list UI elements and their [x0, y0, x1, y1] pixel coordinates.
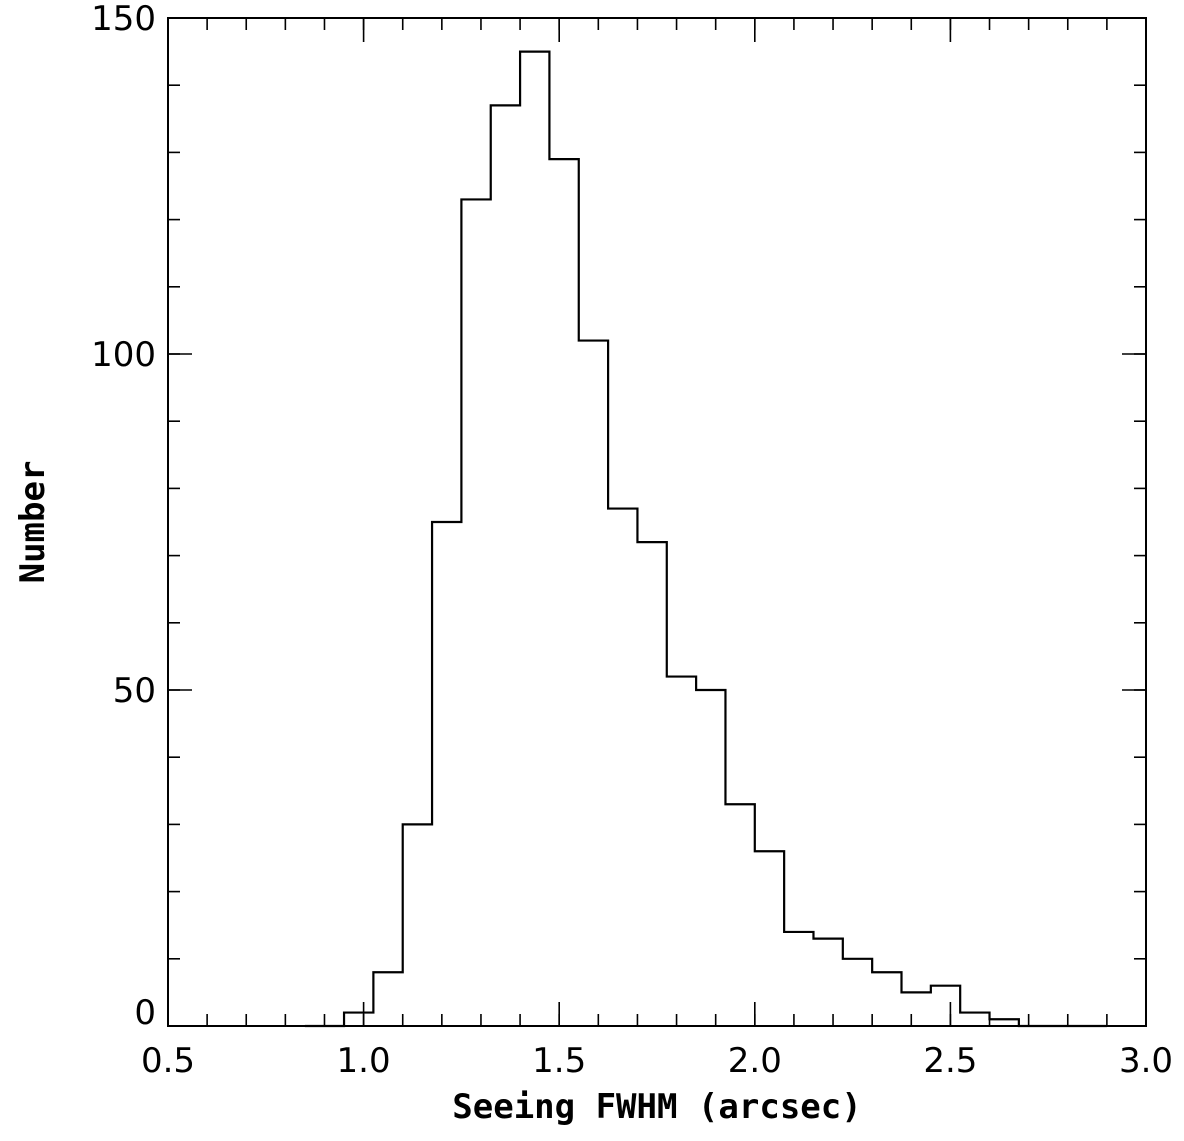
y-tick-label: 100: [91, 335, 156, 375]
minor-ticks: [167, 17, 1147, 1027]
y-tick-label: 0: [134, 993, 156, 1033]
x-tick-label: 2.5: [923, 1041, 977, 1081]
major-ticks: [167, 17, 1147, 1027]
plot-frame: [167, 17, 1147, 1027]
x-tick-label: 2.0: [728, 1041, 782, 1081]
y-axis-label: Number: [13, 461, 53, 584]
y-tick-label: 150: [91, 0, 156, 39]
x-tick-label: 0.5: [141, 1041, 195, 1081]
x-tick-label: 1.0: [337, 1041, 391, 1081]
x-tick-label: 3.0: [1119, 1041, 1173, 1081]
y-tick-label: 50: [113, 671, 156, 711]
histogram-outline: [304, 50, 1107, 1028]
y-tick-labels: 0 50 100 150: [91, 0, 156, 1033]
x-tick-label: 1.5: [532, 1041, 586, 1081]
x-tick-labels: 0.5 1.0 1.5 2.0 2.5 3.0: [141, 1041, 1173, 1081]
x-axis-label: Seeing FWHM (arcsec): [452, 1087, 861, 1127]
